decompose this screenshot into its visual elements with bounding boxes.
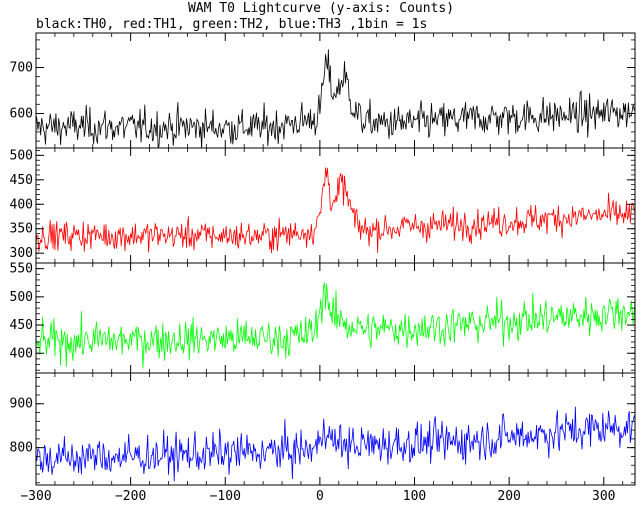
x-tick-label: −100 — [210, 489, 241, 504]
y-tick-label: 550 — [10, 262, 33, 277]
y-tick-label: 300 — [10, 246, 33, 261]
chart-panels: 600 700 300 350 400 450 500 400 450 500 550 800 900 — [10, 32, 636, 486]
y-tick-label: 600 — [10, 107, 33, 122]
x-tick-label: 100 — [403, 489, 426, 504]
x-axis: −300 −200 −100 0 100 200 300 — [20, 489, 615, 504]
chart-title: WAM T0 Lightcurve (y-axis: Counts) — [187, 1, 455, 16]
y-tick-label: 450 — [10, 318, 33, 333]
panel-th0: 600 700 — [10, 32, 636, 149]
y-tick-label: 700 — [10, 61, 33, 76]
y-tick-label: 800 — [10, 441, 33, 456]
y-tick-label: 350 — [10, 222, 33, 237]
y-tick-label: 500 — [10, 290, 33, 305]
x-tick-label: −300 — [20, 489, 51, 504]
series-line-th3 — [36, 406, 635, 482]
series-line-th2 — [36, 282, 635, 369]
y-tick-label: 500 — [10, 148, 33, 163]
panel-th2: 400 450 500 550 — [10, 262, 636, 374]
series-line-th0 — [36, 49, 635, 148]
x-tick-label: 200 — [497, 489, 520, 504]
panel-frame — [35, 147, 636, 264]
panel-th1: 300 350 400 450 500 — [10, 147, 636, 264]
panel-frame — [35, 32, 636, 149]
x-tick-label: 300 — [592, 489, 615, 504]
panel-th3: 800 900 — [10, 372, 636, 486]
y-tick-label: 400 — [10, 346, 33, 361]
x-tick-label: −200 — [115, 489, 146, 504]
y-tick-label: 400 — [10, 197, 33, 212]
panel-frame — [35, 372, 636, 486]
series-line-th1 — [36, 167, 635, 254]
y-tick-label: 450 — [10, 173, 33, 188]
x-tick-label: 0 — [316, 489, 324, 504]
chart-subtitle: black:TH0, red:TH1, green:TH2, blue:TH3 … — [36, 17, 428, 32]
y-tick-label: 900 — [10, 397, 33, 412]
